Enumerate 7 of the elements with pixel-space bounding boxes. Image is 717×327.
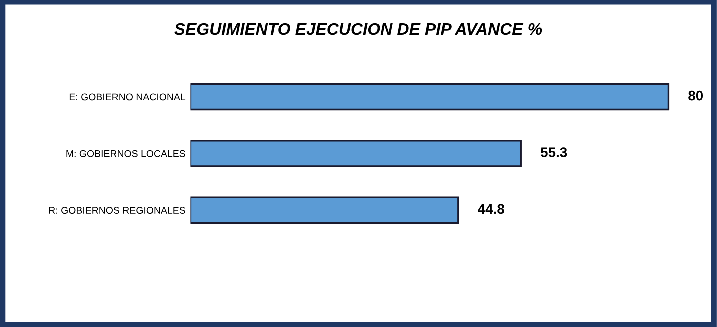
y-tick-label: E: GOBIERNO NACIONAL [70,94,186,101]
data-label: 80 [688,90,704,101]
chart-title: SEGUIMIENTO EJECUCION DE PIP AVANCE % [174,23,542,36]
y-tick-label: M: GOBIERNOS LOCALES [66,150,186,158]
data-label: 44.8 [478,204,504,214]
y-tick-label: R: GOBIERNOS REGIONALES [49,207,186,214]
data-label: 55.3 [541,148,568,158]
